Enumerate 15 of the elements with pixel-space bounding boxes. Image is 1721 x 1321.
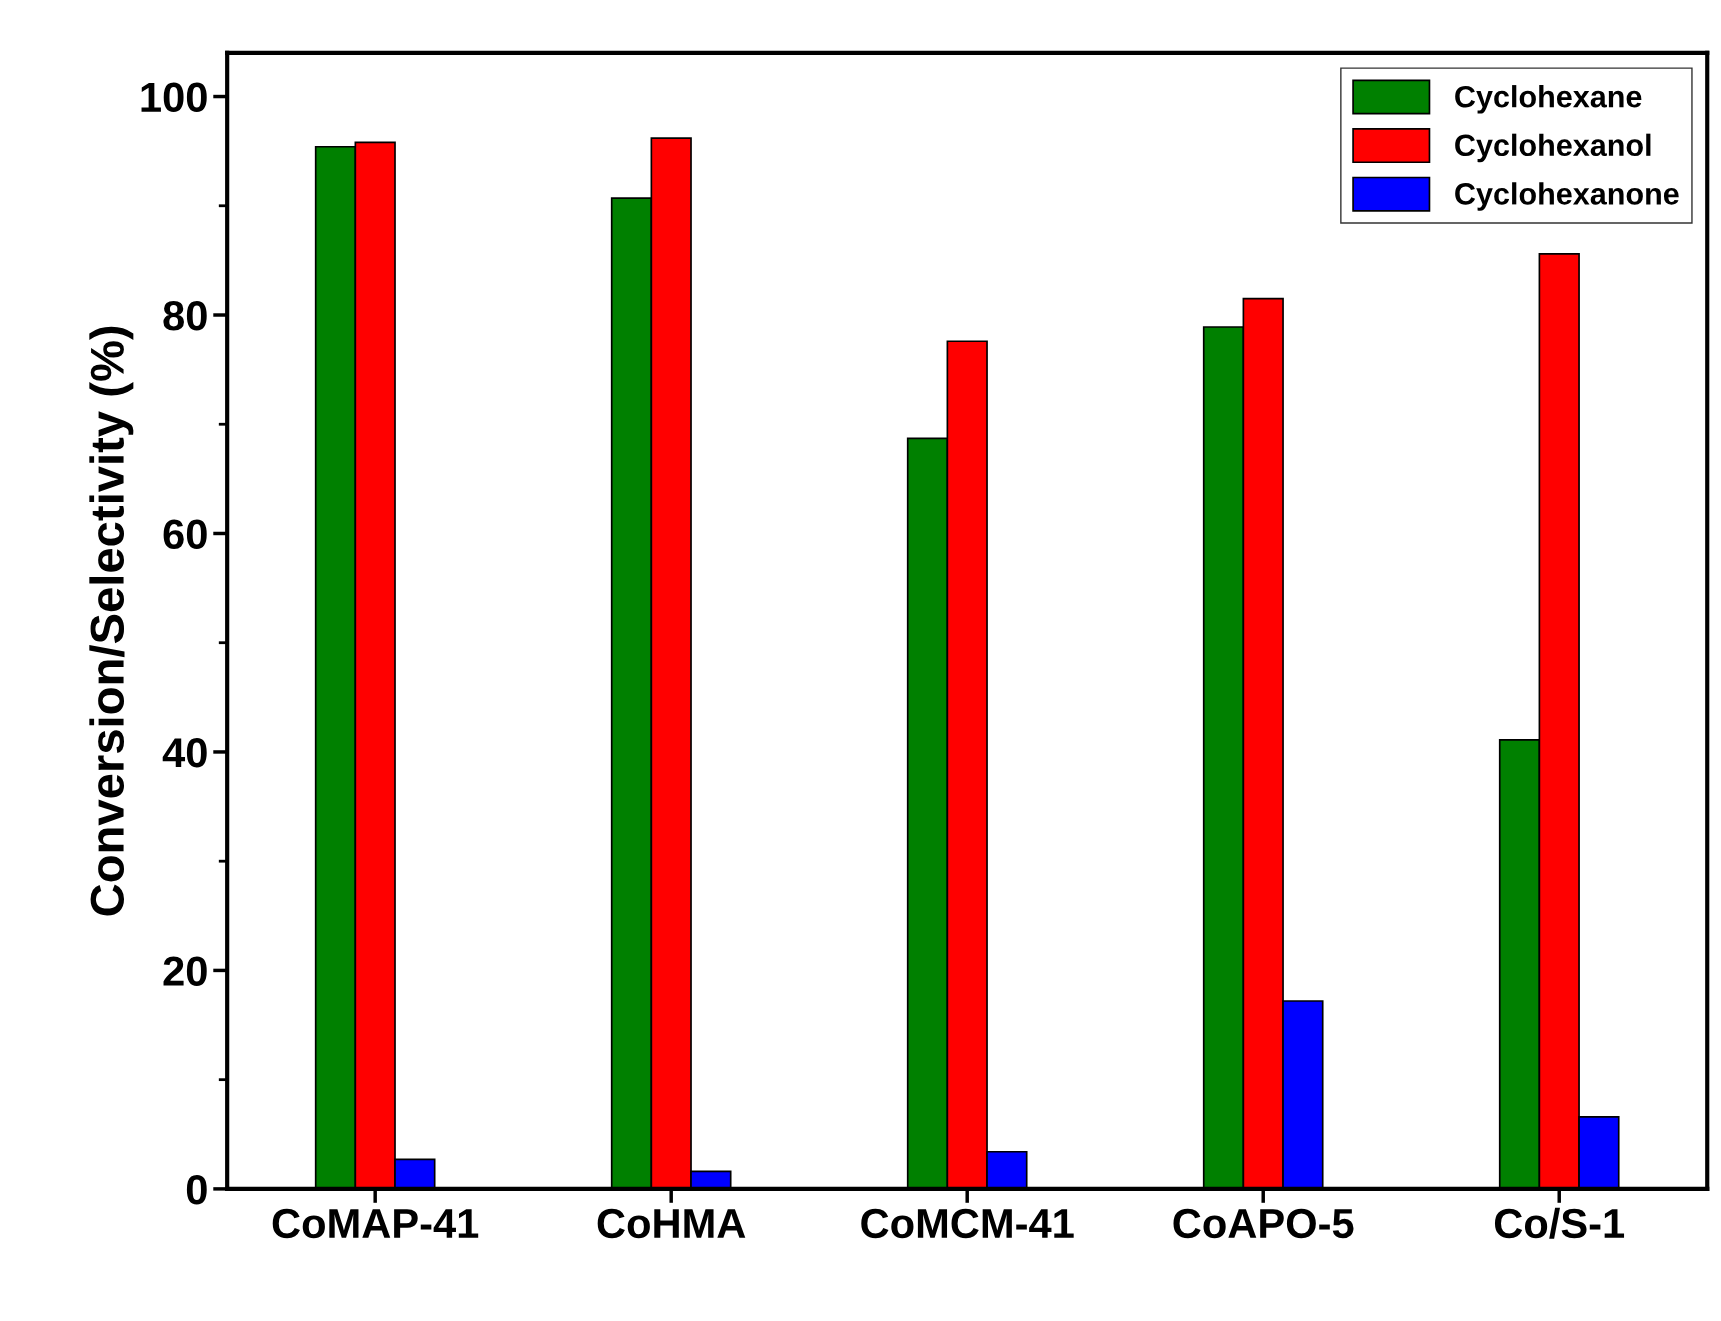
y-tick-label: 60 — [163, 519, 207, 549]
y-tick-label: 0 — [186, 1174, 207, 1205]
y-tick-label: 100 — [141, 82, 207, 113]
x-tick-label: CoHMA — [597, 1208, 746, 1239]
legend-label: Cyclohexane — [1455, 85, 1642, 114]
y-tick-label: 80 — [163, 301, 207, 331]
x-tick-label: CoMCM-41 — [861, 1208, 1074, 1239]
x-tick-label: CoAPO-5 — [1173, 1208, 1354, 1239]
y-tick-label: 20 — [163, 956, 207, 986]
y-tick-label: 40 — [162, 737, 207, 768]
x-tick-label: CoMAP-41 — [272, 1208, 479, 1239]
legend-label: Cyclohexanol — [1455, 133, 1651, 163]
x-tick-label: Co/S-1 — [1494, 1207, 1625, 1239]
legend-label: Cyclohexanone — [1455, 182, 1679, 211]
y-axis-title: Conversion/Selectivity (%) — [89, 326, 134, 916]
